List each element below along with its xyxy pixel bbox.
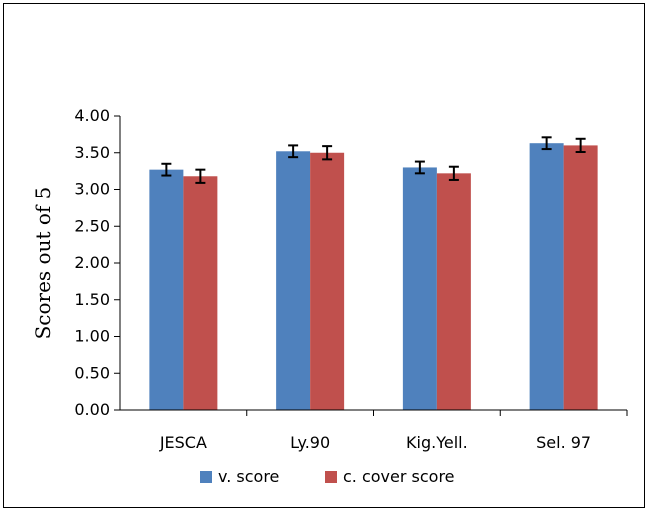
error-bars [161,136,586,184]
error-bar [414,160,425,175]
error-bar [322,145,333,161]
x-category-label: Ly.90 [290,433,330,452]
legend-label: c. cover score [343,467,455,486]
bar-v-score [276,151,311,410]
legend-swatch [325,471,337,483]
error-bar [288,144,299,159]
x-category-label: Sel. 97 [536,433,591,452]
bar-c-cover-score [183,176,218,410]
y-tick-label: 2.50 [74,216,110,235]
bars [149,143,598,410]
error-bar [541,136,552,151]
legend-label: v. score [218,467,279,486]
error-bar [448,165,459,181]
y-tick-label: 3.50 [74,143,110,162]
bar-v-score [402,167,437,410]
bar-v-score [529,143,564,410]
y-tick-label: 1.50 [74,290,110,309]
error-bar [195,168,206,184]
bar-c-cover-score [310,152,345,410]
error-bar [161,162,172,177]
y-tick-label: 0.00 [74,400,110,419]
y-tick-label: 4.00 [74,106,110,125]
y-tick-label: 3.00 [74,180,110,199]
legend: v. score c. cover score [200,467,455,486]
bar-c-cover-score [436,173,471,410]
x-axis-labels: JESCA Ly.90 Kig.Yell. Sel. 97 [159,410,628,452]
legend-swatch [200,471,212,483]
error-bar [575,137,586,154]
bar-c-cover-score [563,145,598,410]
y-tick-label: 2.00 [74,253,110,272]
x-category-label: Kig.Yell. [406,433,468,452]
x-category-label: JESCA [159,433,207,452]
y-axis-title: Scores out of 5 [31,187,55,340]
y-tick-label: 1.00 [74,327,110,346]
bar-v-score [149,169,184,410]
y-tick-label: 0.50 [74,363,110,382]
y-axis-ticks: 0.00 0.50 1.00 1.50 2.00 2.50 3.00 3.50 4.00 [74,106,120,419]
